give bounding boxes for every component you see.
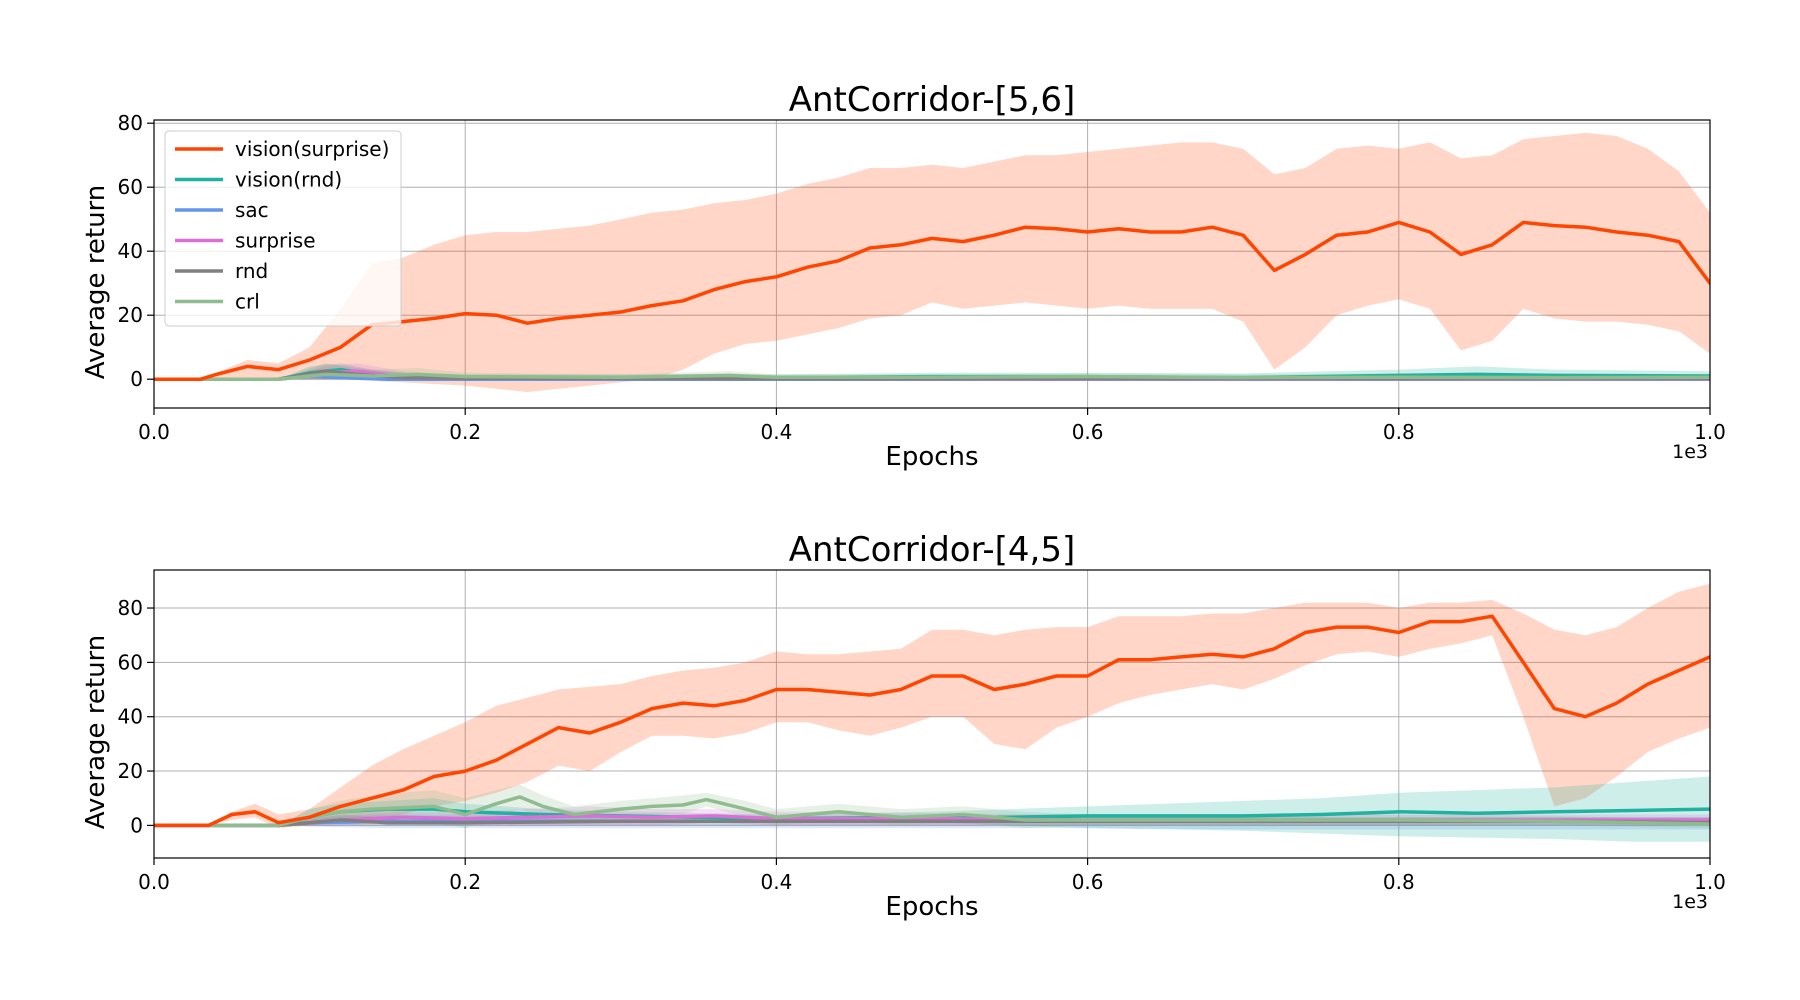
legend-label-crl: crl [235, 290, 260, 314]
series-group [154, 132, 1710, 393]
legend-label-vision-rnd: vision(rnd) [235, 168, 342, 192]
x-tick-label: 0.6 [1072, 420, 1104, 444]
x-tick-label: 1.0 [1694, 870, 1726, 894]
x-tick-label: 0.0 [138, 870, 170, 894]
axes-frame [153, 569, 1711, 859]
axes-frame [153, 119, 1711, 409]
x-axis-label: Epochs [885, 442, 978, 472]
y-tick-label: 0 [130, 813, 143, 837]
x-tick-label: 0.0 [138, 420, 170, 444]
x-tick-label: 0.6 [1072, 870, 1104, 894]
series-group [154, 583, 1710, 842]
legend: vision(surprise) vision(rnd) sac surprise rn… [164, 130, 402, 327]
y-tick-label: 80 [118, 596, 143, 620]
x-axis-offset-text: 1e3 [1672, 441, 1708, 463]
x-tick-label: 0.2 [449, 870, 481, 894]
y-axis-label: Average return [81, 185, 111, 380]
x-tick-label: 0.2 [449, 420, 481, 444]
y-axis-label: Average return [81, 635, 111, 830]
plot-area: 0.0 0.2 0.4 0.6 0.8 1.0 0 20 40 60 80 [118, 569, 1726, 894]
x-tick-label: 0.4 [760, 870, 792, 894]
x-axis-offset-text: 1e3 [1672, 891, 1708, 913]
x-axis-label: Epochs [885, 892, 978, 922]
x-tick-label: 0.4 [760, 420, 792, 444]
y-tick-label: 40 [118, 239, 143, 263]
band-crl [154, 784, 1710, 829]
legend-label-surprise: surprise [235, 229, 316, 253]
line-vision-surprise [154, 614, 1710, 828]
band-vision-surprise [154, 583, 1710, 829]
line-crl [154, 372, 1710, 381]
band-vision-surprise [154, 132, 1710, 393]
y-tick-label: 60 [118, 175, 143, 199]
legend-label-sac: sac [235, 198, 269, 222]
chart-ant-corridor-5-6: AntCorridor-[5,6] 0.0 0.2 0.4 0.6 0.8 1.0 0 20 4… [81, 80, 1726, 472]
y-tick-label: 20 [118, 303, 143, 327]
y-tick-label: 80 [118, 111, 143, 135]
band-vision-rnd [154, 776, 1710, 842]
line-crl [154, 795, 1710, 828]
legend-label-vision-surprise: vision(surprise) [235, 137, 389, 161]
y-tick-label: 40 [118, 705, 143, 729]
chart-title: AntCorridor-[5,6] [789, 80, 1076, 120]
legend-label-rnd: rnd [235, 259, 268, 283]
y-tick-label: 60 [118, 650, 143, 674]
y-tick-label: 20 [118, 759, 143, 783]
plot-area: 0.0 0.2 0.4 0.6 0.8 1.0 0 20 40 60 80 vision(surpri… [118, 111, 1726, 444]
line-vision-surprise [154, 220, 1710, 381]
legend-box [164, 130, 402, 327]
x-tick-label: 0.8 [1383, 870, 1415, 894]
chart-title: AntCorridor-[4,5] [789, 530, 1076, 570]
y-tick-label: 0 [130, 367, 143, 391]
x-tick-label: 0.8 [1383, 420, 1415, 444]
chart-ant-corridor-4-5: AntCorridor-[4,5] 0.0 0.2 0.4 0.6 0.8 1.0 0 20 4… [81, 530, 1726, 922]
x-tick-label: 1.0 [1694, 420, 1726, 444]
